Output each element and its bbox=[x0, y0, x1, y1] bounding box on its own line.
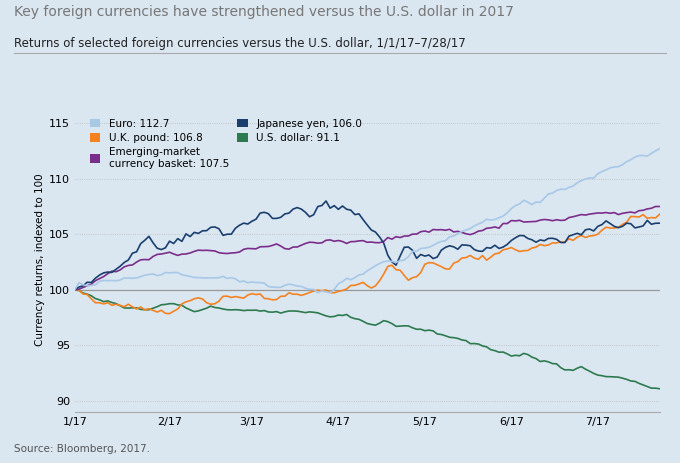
Text: Source: Bloomberg, 2017.: Source: Bloomberg, 2017. bbox=[14, 444, 150, 454]
Y-axis label: Currency returns, indexed to 100: Currency returns, indexed to 100 bbox=[35, 173, 45, 345]
Text: Returns of selected foreign currencies versus the U.S. dollar, 1/1/17–7/28/17: Returns of selected foreign currencies v… bbox=[14, 37, 465, 50]
Text: Key foreign currencies have strengthened versus the U.S. dollar in 2017: Key foreign currencies have strengthened… bbox=[14, 5, 513, 19]
Legend: Euro: 112.7, U.K. pound: 106.8, Emerging-market
currency basket: 107.5, Japanese: Euro: 112.7, U.K. pound: 106.8, Emerging… bbox=[86, 115, 366, 173]
